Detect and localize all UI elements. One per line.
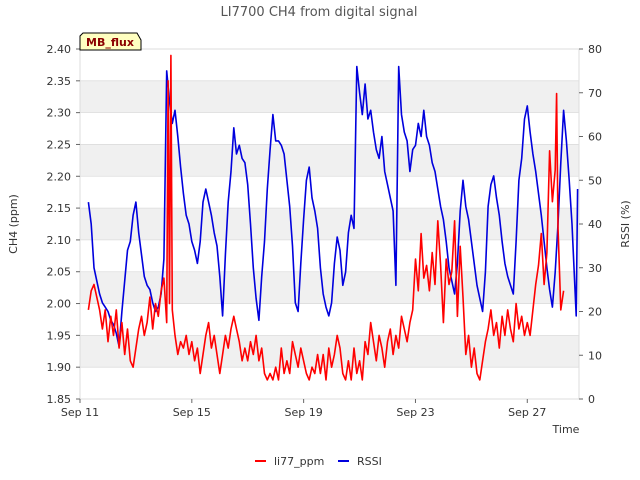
left-tick-label: 1.90 (47, 361, 72, 374)
left-tick-label: 2.15 (47, 202, 72, 215)
background-band (80, 208, 579, 240)
left-tick-label: 2.30 (47, 107, 72, 120)
grid-lines (80, 48, 579, 400)
x-tick-label: Sep 11 (61, 406, 99, 419)
right-tick-label: 0 (588, 393, 595, 406)
left-axis-ticks: 1.85 1.90 1.95 2.00 2.05 2.10 2.15 2.20 2.25 2.30… (47, 43, 80, 406)
left-tick-label: 2.40 (47, 43, 72, 56)
right-tick-label: 80 (588, 43, 602, 56)
left-tick-label: 2.20 (47, 170, 72, 183)
right-tick-label: 10 (588, 349, 602, 362)
left-tick-label: 2.25 (47, 138, 72, 151)
right-tick-label: 20 (588, 306, 602, 319)
x-tick-label: Sep 23 (396, 406, 434, 419)
x-axis-label: Time (552, 423, 580, 436)
badge-background (79, 32, 142, 51)
left-tick-label: 2.10 (47, 234, 72, 247)
x-tick-label: Sep 19 (285, 406, 323, 419)
background-band (80, 144, 579, 177)
badge-label: MB_flux (86, 36, 134, 49)
right-tick-label: 40 (588, 218, 602, 231)
x-tick-label: Sep 27 (508, 406, 546, 419)
left-tick-label: 1.95 (47, 329, 72, 342)
right-tick-label: 30 (588, 262, 602, 275)
legend-label-ch4: li77_ppm (274, 455, 324, 468)
right-tick-label: 70 (588, 87, 602, 100)
right-axis-ticks: 0 10 20 30 40 50 60 70 80 (579, 43, 602, 406)
background-band (80, 271, 579, 304)
y-axis-left-label: CH4 (ppm) (7, 194, 20, 254)
right-tick-label: 60 (588, 131, 602, 144)
series-layer (87, 54, 579, 381)
chart-title: LI7700 CH4 from digital signal (221, 5, 418, 20)
legend-label-rssi: RSSI (357, 455, 382, 468)
x-axis-ticks: Sep 11 Sep 15 Sep 19 Sep 23 Sep 27 (61, 399, 546, 419)
x-tick-label: Sep 15 (173, 406, 211, 419)
right-tick-label: 50 (588, 174, 602, 187)
y-axis-right-label: RSSI (%) (619, 200, 632, 247)
left-tick-label: 2.05 (47, 266, 72, 279)
series-line-li77-ppm (87, 54, 565, 381)
left-tick-label: 1.85 (47, 393, 72, 406)
left-tick-label: 2.35 (47, 75, 72, 88)
background-band (80, 80, 579, 113)
legend: li77_ppm RSSI (255, 455, 382, 468)
badge: MB_flux (79, 32, 142, 51)
background-bands (80, 80, 579, 368)
left-tick-label: 2.00 (47, 298, 72, 311)
